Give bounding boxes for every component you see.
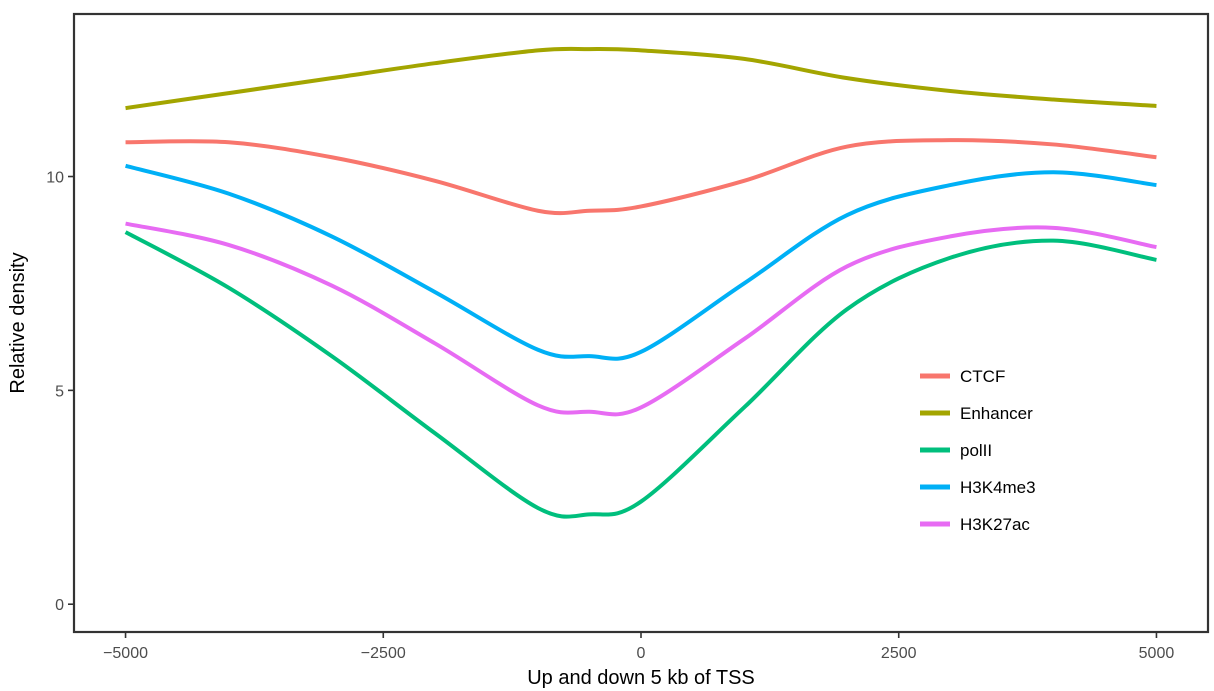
x-tick-label: −2500 [361, 645, 406, 662]
legend-label-polii: polII [960, 441, 992, 460]
legend-label-h3k27ac: H3K27ac [960, 515, 1030, 534]
x-axis-title: Up and down 5 kb of TSS [527, 667, 755, 689]
legend-label-enhancer: Enhancer [960, 404, 1033, 423]
legend-label-ctcf: CTCF [960, 367, 1005, 386]
y-tick-label: 10 [46, 170, 64, 187]
series-layer [124, 46, 1157, 519]
series-line-enhancer [125, 46, 1157, 111]
x-tick-label: 5000 [1139, 645, 1175, 662]
x-tick-label: 0 [637, 645, 646, 662]
y-axis-title: Relative density [7, 252, 29, 393]
x-axis: −5000 −2500 0 2500 5000 [103, 632, 1174, 662]
legend: CTCF Enhancer polII H3K4me3 H3K27ac [920, 367, 1036, 534]
y-tick-label: 5 [55, 383, 64, 400]
plot-background [74, 14, 1208, 632]
series-line-polii [124, 230, 1157, 519]
series-line-h3k27ac [125, 221, 1157, 417]
y-tick-label: 0 [55, 597, 64, 614]
series-line-ctcf [125, 138, 1157, 216]
x-tick-label: 2500 [881, 645, 917, 662]
y-axis: 0 5 10 [46, 170, 74, 614]
series-line-h3k4me3 [125, 163, 1157, 361]
legend-label-h3k4me3: H3K4me3 [960, 478, 1036, 497]
x-tick-label: −5000 [103, 645, 148, 662]
